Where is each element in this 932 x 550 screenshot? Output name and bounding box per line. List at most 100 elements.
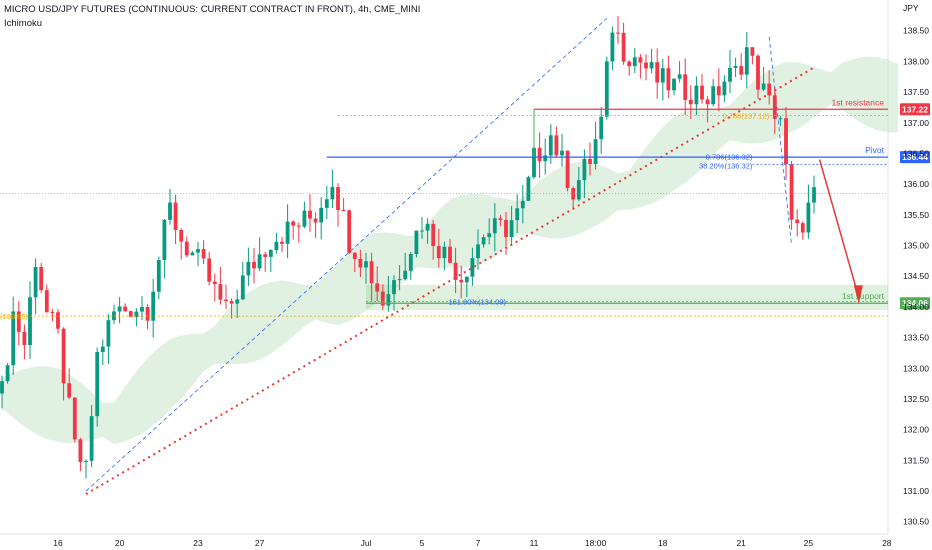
candle-body bbox=[504, 219, 508, 238]
candle bbox=[436, 228, 441, 268]
x-tick-label: 28 bbox=[882, 538, 892, 548]
candle-body bbox=[660, 68, 665, 83]
candle-body bbox=[190, 252, 195, 256]
x-tick-label: 7 bbox=[476, 538, 481, 548]
candle-body bbox=[431, 223, 436, 247]
candle-body bbox=[78, 439, 83, 462]
candle bbox=[324, 186, 329, 219]
candle-body bbox=[560, 150, 564, 156]
candle bbox=[123, 303, 128, 313]
candle-body bbox=[235, 299, 240, 304]
candle bbox=[800, 221, 805, 240]
candle bbox=[364, 252, 368, 284]
chart-title: MICRO USD/JPY FUTURES (CONTINUOUS: CURRE… bbox=[4, 4, 421, 15]
price-tag-value: 136.44 bbox=[902, 152, 928, 162]
candle-body bbox=[621, 32, 626, 62]
candle bbox=[638, 54, 643, 79]
candle-body bbox=[140, 307, 144, 312]
price-tag-1st-resistance: 137.22 bbox=[900, 103, 930, 116]
candle-body bbox=[683, 74, 688, 100]
candle-body bbox=[464, 276, 469, 283]
candle-body bbox=[716, 86, 721, 96]
candle-body bbox=[543, 155, 548, 162]
candle-body bbox=[408, 254, 413, 271]
candle bbox=[196, 242, 200, 267]
y-tick-label: 138.50 bbox=[903, 26, 929, 36]
candle bbox=[291, 220, 296, 240]
candle bbox=[778, 115, 783, 127]
candle bbox=[184, 236, 189, 258]
candle bbox=[610, 26, 615, 70]
candle-body bbox=[459, 279, 464, 283]
y-tick-label: 137.00 bbox=[903, 118, 929, 128]
candle-body bbox=[168, 202, 172, 220]
candle bbox=[302, 201, 307, 229]
candle-body bbox=[89, 416, 94, 461]
candle bbox=[660, 58, 665, 101]
candle-body bbox=[548, 135, 553, 156]
candle-body bbox=[324, 199, 329, 208]
y-tick-label: 133.50 bbox=[903, 333, 929, 343]
candle-body bbox=[705, 99, 710, 105]
y-tick-label: 132.50 bbox=[903, 394, 929, 404]
candle bbox=[89, 405, 94, 468]
indicator-label[interactable]: Ichimoku bbox=[4, 18, 43, 29]
candle-body bbox=[16, 311, 21, 332]
candle-body bbox=[750, 47, 755, 56]
candle-body bbox=[772, 95, 777, 119]
candle bbox=[593, 121, 598, 170]
candle-body bbox=[364, 261, 368, 268]
candle-body bbox=[638, 57, 643, 63]
candle-body bbox=[795, 219, 800, 224]
candle bbox=[341, 198, 346, 211]
candle bbox=[44, 284, 49, 313]
candle bbox=[627, 60, 632, 76]
candle bbox=[470, 247, 475, 286]
candle-body bbox=[179, 229, 184, 242]
candle bbox=[352, 252, 357, 273]
candle-body bbox=[397, 279, 402, 281]
candle-body bbox=[151, 291, 156, 321]
candle-body bbox=[207, 258, 212, 282]
candle-body bbox=[347, 210, 352, 253]
x-tick-label: 23 bbox=[193, 538, 203, 548]
candle bbox=[100, 339, 105, 366]
candle-body bbox=[134, 311, 139, 317]
candle bbox=[744, 31, 749, 89]
candle-body bbox=[728, 68, 732, 82]
candle-body bbox=[812, 187, 816, 203]
candle-body bbox=[218, 284, 223, 300]
x-tick-label: 5 bbox=[420, 538, 425, 548]
candle bbox=[756, 54, 760, 99]
candle bbox=[481, 234, 486, 248]
x-tick-label: 18 bbox=[658, 538, 668, 548]
candle-body bbox=[212, 281, 217, 285]
candle bbox=[263, 251, 268, 272]
candle-body bbox=[649, 62, 654, 69]
price-tag-value: 137.22 bbox=[902, 104, 928, 114]
candle-body bbox=[352, 252, 357, 259]
candle-body bbox=[420, 230, 424, 232]
candle bbox=[666, 55, 671, 99]
candle bbox=[134, 308, 139, 327]
candle-body bbox=[537, 147, 542, 162]
candle-body bbox=[22, 331, 27, 346]
candle bbox=[414, 230, 419, 258]
candle bbox=[347, 209, 352, 255]
candle bbox=[588, 142, 592, 176]
ascending-trendline bbox=[85, 66, 815, 495]
candle-body bbox=[761, 83, 766, 90]
fib-label: 0.786(137.12) bbox=[722, 111, 769, 120]
candle-body bbox=[677, 74, 682, 79]
y-tick-label: 137.50 bbox=[903, 87, 929, 97]
candle bbox=[739, 53, 744, 81]
candle bbox=[632, 47, 637, 73]
x-tick-label: 25 bbox=[804, 538, 814, 548]
candle bbox=[162, 219, 167, 279]
candle-body bbox=[806, 202, 811, 233]
candle-body bbox=[582, 158, 587, 181]
candle-body bbox=[375, 283, 380, 292]
fib-label: 38.20%(136.32) bbox=[699, 161, 753, 170]
